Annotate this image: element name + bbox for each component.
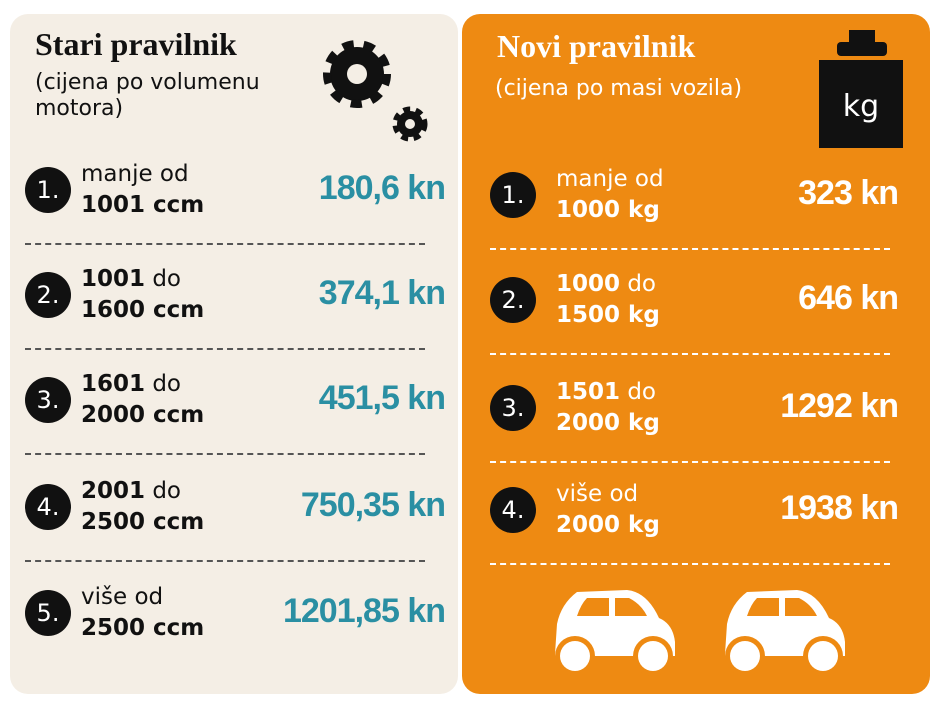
price-row: 2. 1000 do 1500 kg 646 kn bbox=[490, 265, 899, 335]
range-line: manje od bbox=[556, 164, 664, 195]
price: 1292 kn bbox=[780, 387, 899, 425]
range-from: 1000 bbox=[556, 271, 621, 297]
price-row: 4. više od 2000 kg 1938 kn bbox=[490, 475, 899, 545]
panel-subtitle: (cijena po volumenu motora) bbox=[35, 70, 260, 121]
range-from: 2001 bbox=[81, 478, 146, 504]
range-text: više od 2500 ccm bbox=[81, 582, 204, 644]
row-number: 4. bbox=[490, 487, 536, 533]
panel-title: Novi pravilnik bbox=[497, 28, 696, 64]
range-to: 1000 kg bbox=[556, 197, 660, 223]
range-text: 1001 do 1600 ccm bbox=[81, 264, 204, 326]
row-number: 3. bbox=[490, 385, 536, 431]
row-number: 2. bbox=[490, 277, 536, 323]
row-number: 1. bbox=[25, 167, 71, 213]
range-text: manje od 1001 ccm bbox=[81, 159, 204, 221]
range-text: 1501 do 2000 kg bbox=[556, 377, 660, 439]
row-number: 3. bbox=[25, 377, 71, 423]
range-from: 1501 bbox=[556, 379, 621, 405]
range-text: manje od 1000 kg bbox=[556, 164, 664, 226]
separator bbox=[25, 560, 425, 562]
new-rules-panel: Novi pravilnik (cijena po masi vozila) k… bbox=[462, 14, 930, 694]
price-row: 3. 1601 do 2000 ccm 451,5 kn bbox=[25, 365, 446, 435]
range-word: do bbox=[627, 379, 656, 405]
price-row: 2. 1001 do 1600 ccm 374,1 kn bbox=[25, 260, 446, 330]
row-number: 4. bbox=[25, 484, 71, 530]
range-line: više od bbox=[81, 582, 204, 613]
range-word: do bbox=[627, 271, 656, 297]
range-to: 2000 kg bbox=[556, 410, 660, 436]
separator bbox=[25, 453, 425, 455]
range-line: manje od bbox=[81, 159, 204, 190]
price: 750,35 kn bbox=[300, 486, 446, 524]
weight-icon: kg bbox=[819, 30, 903, 148]
separator bbox=[25, 243, 425, 245]
range-to: 1600 ccm bbox=[81, 297, 205, 323]
row-number: 5. bbox=[25, 590, 71, 636]
price-row: 1. manje od 1000 kg 323 kn bbox=[490, 160, 899, 230]
price-row: 1. manje od 1001 ccm 180,6 kn bbox=[25, 155, 446, 225]
price: 323 kn bbox=[798, 174, 899, 212]
price: 1201,85 kn bbox=[282, 592, 446, 630]
row-number: 2. bbox=[25, 272, 71, 318]
range-word: do bbox=[152, 266, 181, 292]
range-word: više od bbox=[556, 481, 639, 507]
icon-label: kg bbox=[843, 89, 879, 124]
price: 646 kn bbox=[798, 279, 899, 317]
separator bbox=[25, 348, 425, 350]
range-line: 1001 do bbox=[81, 264, 204, 295]
price: 1938 kn bbox=[780, 489, 899, 527]
panel-subtitle: (cijena po masi vozila) bbox=[495, 76, 743, 101]
range-to: 1001 ccm bbox=[81, 192, 205, 218]
price: 180,6 kn bbox=[318, 169, 446, 207]
range-word: manje od bbox=[81, 161, 189, 187]
price: 451,5 kn bbox=[318, 379, 446, 417]
cars-icon bbox=[555, 590, 845, 676]
range-word: manje od bbox=[556, 166, 664, 192]
range-text: više od 2000 kg bbox=[556, 479, 660, 541]
range-to: 2500 ccm bbox=[81, 509, 205, 535]
range-word: do bbox=[152, 371, 181, 397]
range-to: 1500 kg bbox=[556, 302, 660, 328]
range-text: 1601 do 2000 ccm bbox=[81, 369, 204, 431]
separator bbox=[490, 248, 890, 250]
range-from: 1001 bbox=[81, 266, 146, 292]
range-line: 1501 do bbox=[556, 377, 660, 408]
range-line: više od bbox=[556, 479, 660, 510]
range-to: 2000 ccm bbox=[81, 402, 205, 428]
panel-title: Stari pravilnik bbox=[35, 26, 237, 62]
row-number: 1. bbox=[490, 172, 536, 218]
range-to: 2000 kg bbox=[556, 512, 660, 538]
separator bbox=[490, 353, 890, 355]
price-row: 4. 2001 do 2500 ccm 750,35 kn bbox=[25, 472, 446, 542]
gears-icon bbox=[323, 40, 428, 142]
old-rules-panel: Stari pravilnik (cijena po volumenu moto… bbox=[10, 14, 458, 694]
range-line: 1601 do bbox=[81, 369, 204, 400]
range-line: 1000 do bbox=[556, 269, 660, 300]
separator bbox=[490, 563, 890, 565]
range-word: više od bbox=[81, 584, 164, 610]
range-line: 2001 do bbox=[81, 476, 204, 507]
range-to: 2500 ccm bbox=[81, 615, 205, 641]
price-row: 5. više od 2500 ccm 1201,85 kn bbox=[25, 578, 446, 648]
price-row: 3. 1501 do 2000 kg 1292 kn bbox=[490, 373, 899, 443]
range-word: do bbox=[152, 478, 181, 504]
range-from: 1601 bbox=[81, 371, 146, 397]
price: 374,1 kn bbox=[318, 274, 446, 312]
range-text: 1000 do 1500 kg bbox=[556, 269, 660, 331]
range-text: 2001 do 2500 ccm bbox=[81, 476, 204, 538]
separator bbox=[490, 461, 890, 463]
